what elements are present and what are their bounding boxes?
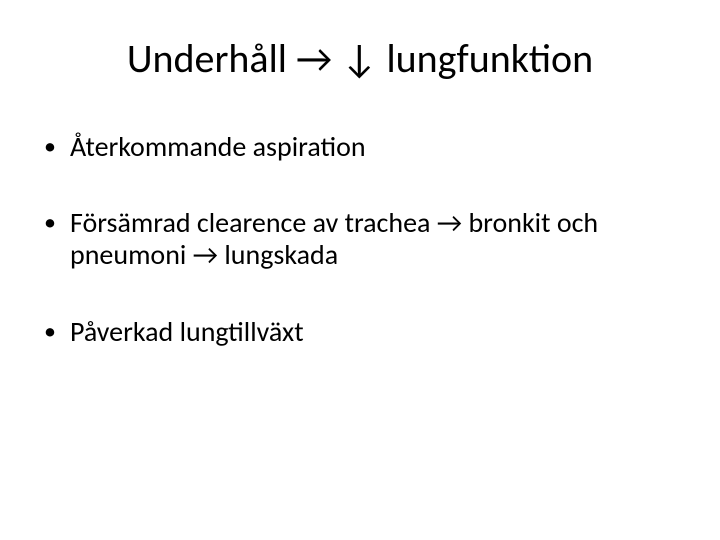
list-item: Återkommande aspiration (44, 131, 680, 163)
slide: Underhåll → ↓ lungfunktion Återkommande … (0, 0, 720, 540)
bullet-list: Återkommande aspiration Försämrad cleare… (40, 131, 680, 348)
list-item: Påverkad lungtillväxt (44, 316, 680, 348)
list-item: Försämrad clearence av trachea → bronkit… (44, 207, 680, 271)
slide-title: Underhåll → ↓ lungfunktion (40, 34, 680, 83)
